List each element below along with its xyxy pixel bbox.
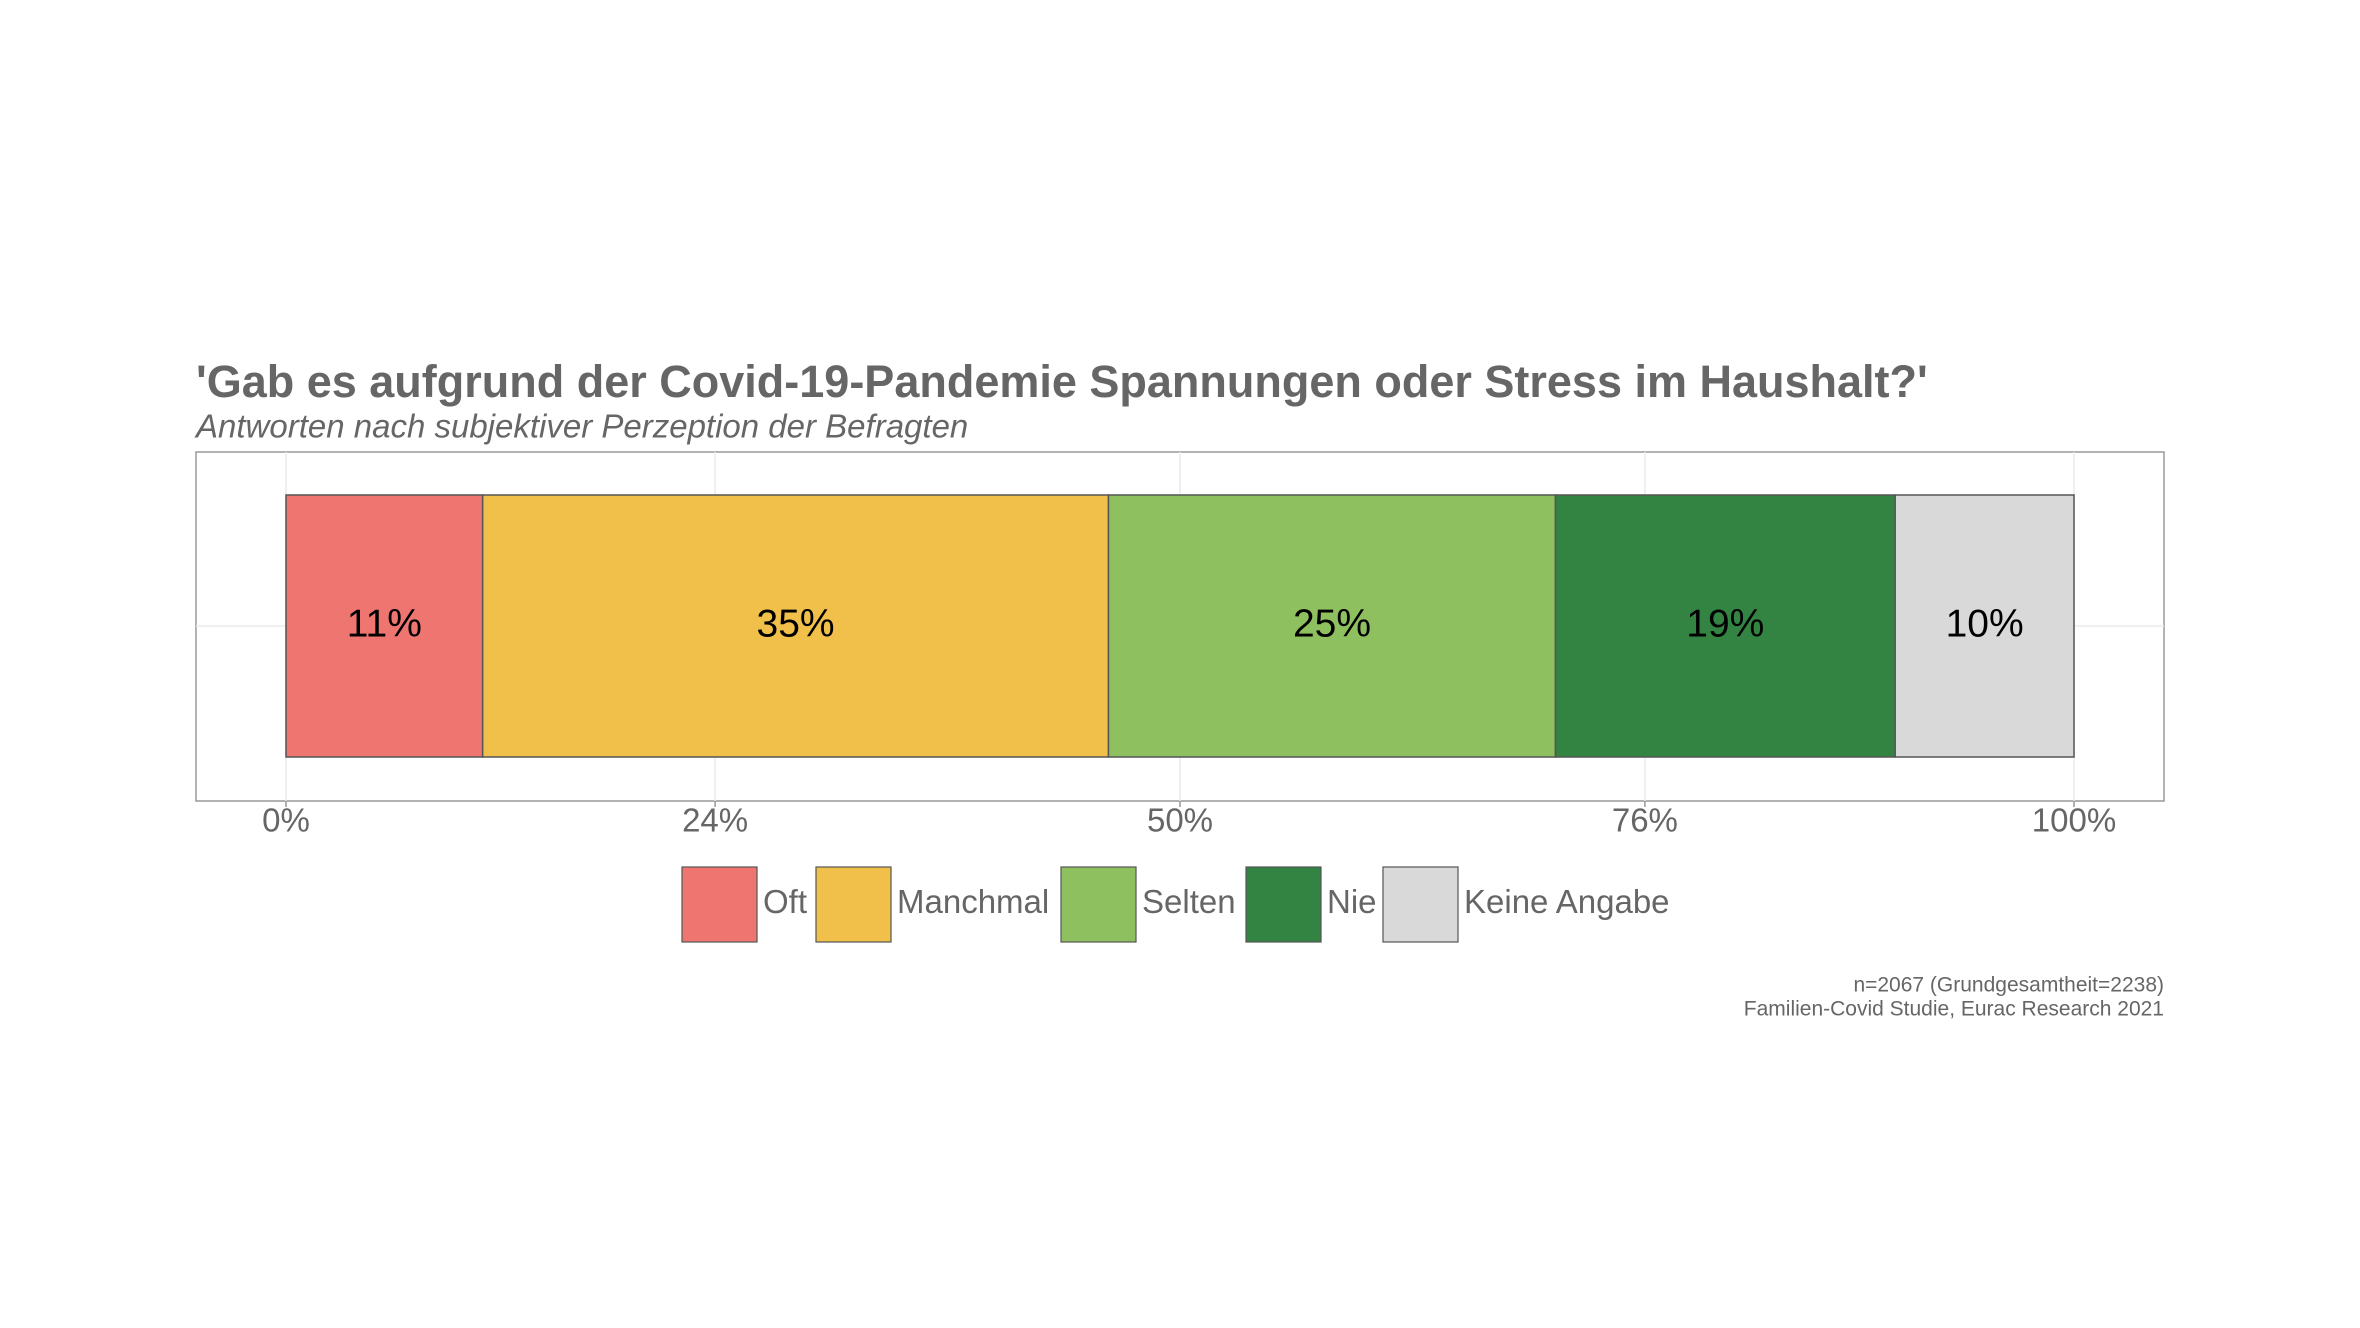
legend-key (1245, 866, 1322, 943)
legend-key (1382, 866, 1459, 943)
bar-segment (1894, 494, 2075, 758)
data-label: 35% (757, 602, 835, 645)
data-label: 25% (1293, 602, 1371, 645)
data-label: 10% (1946, 602, 2024, 645)
data-label: 11% (347, 602, 422, 645)
legend-label: Oft (763, 883, 807, 920)
bar-segment (1554, 494, 1896, 758)
legend-key (681, 866, 758, 943)
x-tick-label: 100% (2032, 802, 2116, 839)
x-tick-label: 50% (1147, 802, 1213, 839)
x-tick-label: 0% (262, 802, 310, 839)
x-tick-label: 76% (1612, 802, 1678, 839)
legend-key (1060, 866, 1137, 943)
legend-label: Nie (1327, 883, 1377, 920)
legend-label: Selten (1142, 883, 1236, 920)
legend-label: Keine Angabe (1464, 883, 1670, 920)
chart-subtitle: Antworten nach subjektiver Perzeption de… (194, 408, 968, 445)
data-label: 19% (1686, 602, 1764, 645)
legend-label: Manchmal (897, 883, 1049, 920)
chart-title: 'Gab es aufgrund der Covid-19-Pandemie S… (196, 356, 1928, 407)
legend-key (815, 866, 892, 943)
bar-segment (481, 494, 1110, 758)
caption: Familien-Covid Studie, Eurac Research 20… (1744, 998, 2164, 1021)
x-tick-label: 24% (682, 802, 748, 839)
caption: n=2067 (Grundgesamtheit=2238) (1853, 974, 2164, 997)
